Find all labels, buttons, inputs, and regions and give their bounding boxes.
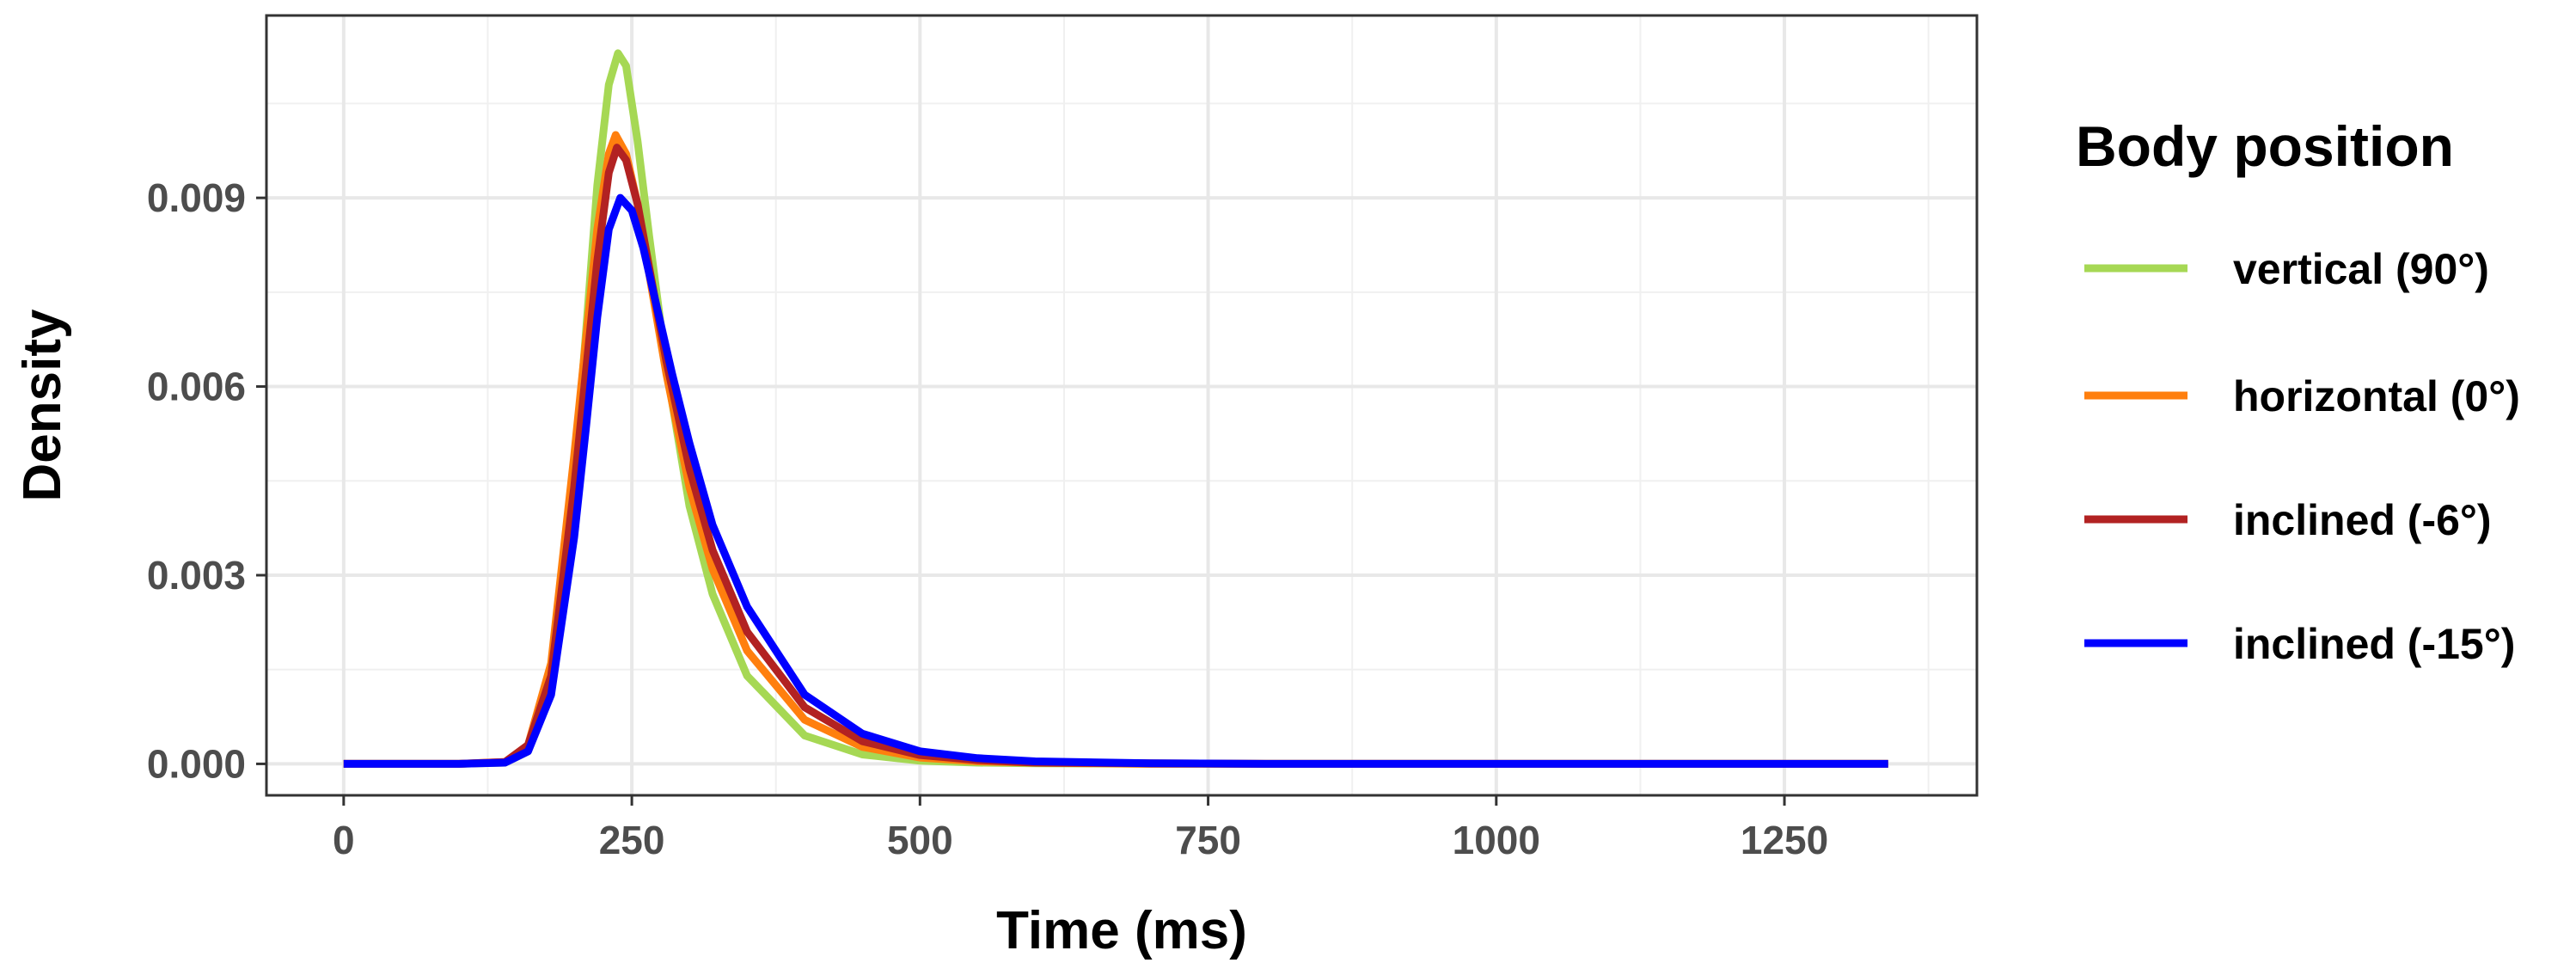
legend-label-2: inclined (-6°) <box>2233 496 2492 544</box>
x-axis-title: Time (ms) <box>996 901 1247 960</box>
legend-label-1: horizontal (0°) <box>2233 372 2520 420</box>
y-tick-label: 0.006 <box>147 365 246 409</box>
legend-items: vertical (90°) horizontal (0°) inclined (-… <box>2084 245 2520 668</box>
grid-major <box>266 15 1977 795</box>
y-tick-label: 0.003 <box>147 553 246 598</box>
y-axis-title: Density <box>13 309 72 501</box>
legend: Body position vertical (90°) horizontal (… <box>2076 114 2520 668</box>
legend-title: Body position <box>2076 114 2454 178</box>
legend-label-3: inclined (-15°) <box>2233 620 2515 668</box>
y-tick-label: 0.009 <box>147 175 246 220</box>
series-lines <box>343 49 1888 768</box>
x-tick-label: 1250 <box>1741 818 1828 862</box>
x-tick-label: 500 <box>887 818 953 862</box>
x-axis-ticks: 0 250 500 750 1000 1250 <box>333 795 1828 862</box>
series-line-3 <box>343 193 1888 768</box>
series-line-2 <box>343 144 1888 768</box>
x-tick-label: 0 <box>333 818 355 862</box>
y-axis-ticks: 0.000 0.003 0.006 0.009 <box>147 175 266 786</box>
y-tick-label: 0.000 <box>147 741 246 786</box>
x-tick-label: 750 <box>1175 818 1241 862</box>
legend-label-0: vertical (90°) <box>2233 245 2489 293</box>
x-tick-label: 250 <box>599 818 665 862</box>
panel-border <box>265 14 1979 797</box>
x-tick-label: 1000 <box>1453 818 1540 862</box>
grid-minor <box>266 15 1977 795</box>
